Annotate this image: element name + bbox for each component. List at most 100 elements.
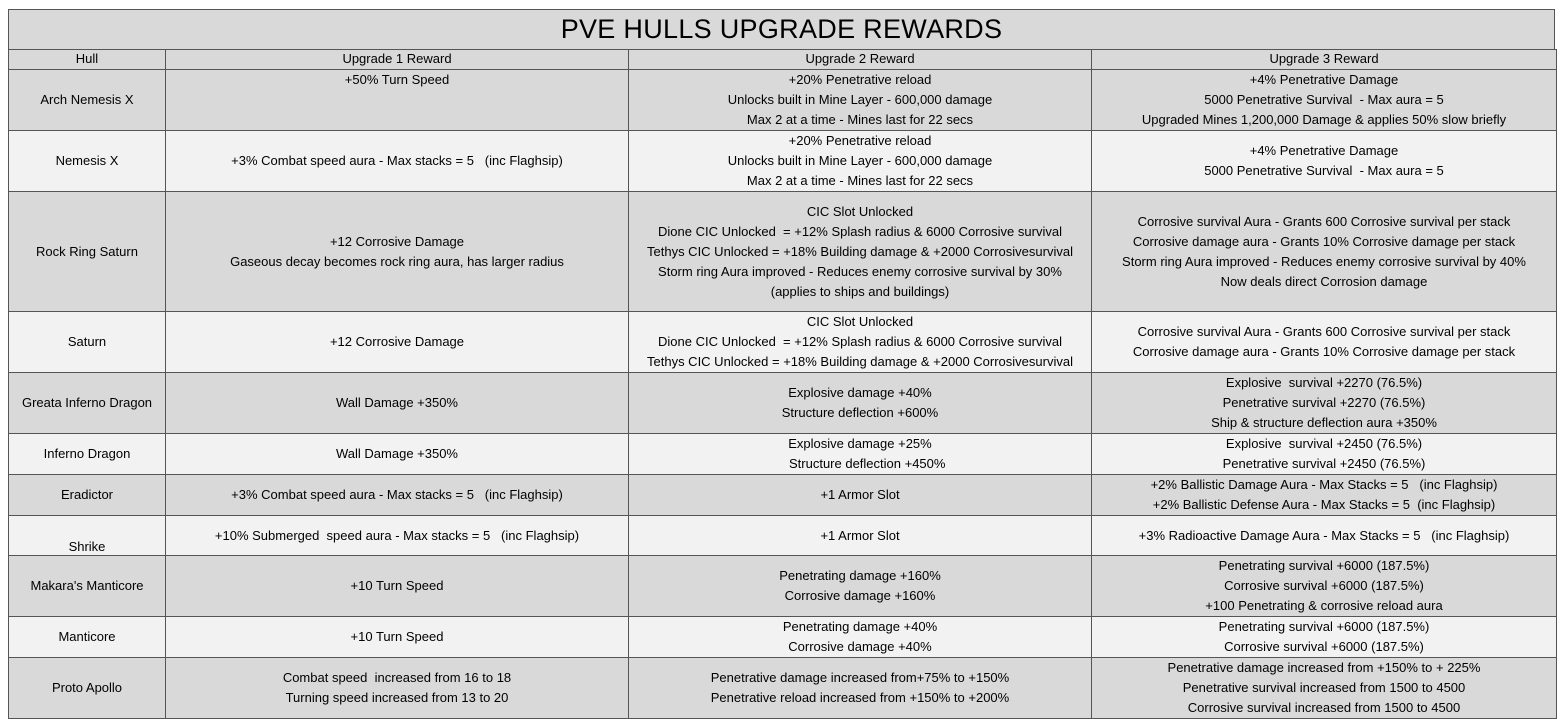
reward-line: Dione CIC Unlocked = +12% Splash radius … bbox=[658, 334, 1062, 349]
reward-line: Ship & structure deflection aura +350% bbox=[1211, 415, 1437, 430]
reward-line: Now deals direct Corrosion damage bbox=[1220, 273, 1428, 289]
upgrade-1-reward-cell: Combat speed increased from 16 to 18 Turn… bbox=[165, 657, 629, 719]
hull-name-cell: Shrike bbox=[8, 515, 166, 556]
reward-line: +20% Penetrative reload bbox=[788, 72, 932, 87]
reward-line: Explosive survival +2450 (76.5%) bbox=[1225, 436, 1423, 451]
upgrade-2-reward-cell: +20% Penetrative reload Unlocks built in … bbox=[628, 69, 1092, 131]
table-row: Shrike +10% Submerged speed aura - Max st… bbox=[8, 515, 1557, 556]
table-row: Makara's Manticore +10 Turn Speed Penetrat… bbox=[8, 555, 1557, 617]
reward-line: Corrosive survival Aura - Grants 600 Cor… bbox=[1137, 213, 1511, 229]
upgrade-1-reward-cell: +10 Turn Speed bbox=[165, 616, 629, 658]
reward-line: Corrosive survival increased from 1500 t… bbox=[1187, 700, 1461, 715]
reward-line: Penetrative survival +2270 (76.5%) bbox=[1222, 395, 1426, 410]
reward-line: Dione CIC Unlocked = +12% Splash radius … bbox=[658, 223, 1062, 239]
reward-line: Tethys CIC Unlocked = +18% Building dama… bbox=[647, 243, 1073, 259]
reward-line: 5000 Penetrative Survival - Max aura = 5 bbox=[1204, 163, 1444, 178]
reward-line: +1 Armor Slot bbox=[820, 527, 900, 543]
reward-line: Explosive survival +2270 (76.5%) bbox=[1225, 375, 1423, 390]
reward-line: Wall Damage +350% bbox=[336, 395, 458, 410]
reward-line: Penetrating survival +6000 (187.5%) bbox=[1218, 558, 1430, 573]
reward-line: +20% Penetrative reload bbox=[788, 133, 932, 148]
header-upgrade-1: Upgrade 1 Reward bbox=[165, 49, 629, 70]
hull-name-cell: Eradictor bbox=[8, 474, 166, 516]
reward-line: +3% Combat speed aura - Max stacks = 5 (… bbox=[231, 487, 563, 502]
reward-line: Penetrating damage +40% bbox=[782, 619, 938, 634]
hull-name-cell: Rock Ring Saturn bbox=[8, 191, 166, 312]
upgrade-3-reward-cell: Corrosive survival Aura - Grants 600 Cor… bbox=[1091, 191, 1557, 312]
upgrade-3-reward-cell: Explosive survival +2450 (76.5%) Penetrat… bbox=[1091, 433, 1557, 475]
upgrade-3-reward-cell: +2% Ballistic Damage Aura - Max Stacks =… bbox=[1091, 474, 1557, 516]
table-row: Arch Nemesis X +50% Turn Speed +20% Penetr… bbox=[8, 69, 1557, 131]
upgrade-3-reward-cell: Corrosive survival Aura - Grants 600 Cor… bbox=[1091, 311, 1557, 373]
reward-line: +100 Penetrating & corrosive reload aura bbox=[1205, 598, 1443, 613]
upgrade-1-reward-cell: +12 Corrosive Damage bbox=[165, 311, 629, 373]
upgrade-3-reward-cell: +4% Penetrative Damage 5000 Penetrative S… bbox=[1091, 130, 1557, 192]
reward-line: Explosive damage +40% bbox=[788, 385, 932, 400]
header-row: Hull Upgrade 1 Reward Upgrade 2 Reward U… bbox=[8, 49, 1557, 70]
upgrade-2-reward-cell: +20% Penetrative reload Unlocks built in … bbox=[628, 130, 1092, 192]
reward-line: Penetrating survival +6000 (187.5%) bbox=[1218, 619, 1430, 634]
reward-line: Penetrative damage increased from +150% … bbox=[1167, 660, 1481, 675]
reward-line: CIC Slot Unlocked bbox=[806, 314, 914, 329]
reward-line: Penetrative survival increased from 1500… bbox=[1182, 680, 1466, 695]
upgrade-3-reward-cell: Explosive survival +2270 (76.5%) Penetrat… bbox=[1091, 372, 1557, 434]
upgrade-2-reward-cell: CIC Slot Unlocked Dione CIC Unlocked = +1… bbox=[628, 311, 1092, 373]
upgrade-2-reward-cell: CIC Slot Unlocked Dione CIC Unlocked = +1… bbox=[628, 191, 1092, 312]
hull-name-cell: Manticore bbox=[8, 616, 166, 658]
upgrade-1-reward-cell: +3% Combat speed aura - Max stacks = 5 (… bbox=[165, 130, 629, 192]
reward-line: (applies to ships and buildings) bbox=[770, 283, 950, 299]
reward-line: Structure deflection +450% bbox=[774, 456, 946, 471]
reward-line: Corrosive damage +40% bbox=[788, 639, 932, 654]
table-row: Saturn +12 Corrosive Damage CIC Slot Unloc… bbox=[8, 311, 1557, 373]
reward-line: +1 Armor Slot bbox=[820, 487, 900, 502]
reward-line: Max 2 at a time - Mines last for 22 secs bbox=[746, 173, 974, 188]
upgrade-1-reward-cell: +3% Combat speed aura - Max stacks = 5 (… bbox=[165, 474, 629, 516]
reward-line: Unlocks built in Mine Layer - 600,000 da… bbox=[727, 153, 993, 168]
upgrade-3-reward-cell: +4% Penetrative Damage 5000 Penetrative S… bbox=[1091, 69, 1557, 131]
header-upgrade-2: Upgrade 2 Reward bbox=[628, 49, 1092, 70]
reward-line: 5000 Penetrative Survival - Max aura = 5 bbox=[1204, 92, 1444, 107]
reward-line: +3% Combat speed aura - Max stacks = 5 (… bbox=[231, 153, 563, 168]
hull-name-cell: Saturn bbox=[8, 311, 166, 373]
reward-line: Tethys CIC Unlocked = +18% Building dama… bbox=[647, 354, 1073, 369]
reward-line: Corrosive survival Aura - Grants 600 Cor… bbox=[1137, 324, 1511, 339]
reward-line: Upgraded Mines 1,200,000 Damage & applie… bbox=[1141, 112, 1507, 127]
table-row: Eradictor +3% Combat speed aura - Max sta… bbox=[8, 474, 1557, 516]
upgrade-1-reward-cell: +12 Corrosive Damage Gaseous decay become… bbox=[165, 191, 629, 312]
upgrade-1-reward-cell: Wall Damage +350% bbox=[165, 433, 629, 475]
reward-line: Wall Damage +350% bbox=[336, 446, 458, 461]
reward-line: +4% Penetrative Damage bbox=[1249, 143, 1399, 158]
table-row: Inferno Dragon Wall Damage +350% Explosive… bbox=[8, 433, 1557, 475]
hull-name-cell: Arch Nemesis X bbox=[8, 69, 166, 131]
reward-line: +10% Submerged speed aura - Max stacks =… bbox=[214, 527, 580, 543]
reward-line: Corrosive survival +6000 (187.5%) bbox=[1224, 578, 1424, 593]
hull-name-cell: Nemesis X bbox=[8, 130, 166, 192]
upgrade-3-reward-cell: Penetrative damage increased from +150% … bbox=[1091, 657, 1557, 719]
reward-line: Storm ring Aura improved - Reduces enemy… bbox=[1122, 253, 1526, 269]
upgrade-3-reward-cell: +3% Radioactive Damage Aura - Max Stacks… bbox=[1091, 515, 1557, 556]
reward-line: +12 Corrosive Damage bbox=[329, 334, 465, 349]
reward-line: +10 Turn Speed bbox=[350, 629, 444, 644]
reward-line: +2% Ballistic Damage Aura - Max Stacks =… bbox=[1150, 477, 1498, 492]
reward-line: Corrosive damage aura - Grants 10% Corro… bbox=[1132, 233, 1516, 249]
reward-line: CIC Slot Unlocked bbox=[806, 203, 914, 219]
reward-line: +4% Penetrative Damage bbox=[1249, 72, 1399, 87]
spreadsheet: PVE HULLS UPGRADE REWARDS Hull Upgrade 1… bbox=[8, 9, 1557, 719]
reward-line: Max 2 at a time - Mines last for 22 secs bbox=[746, 112, 974, 127]
reward-line: Combat speed increased from 16 to 18 bbox=[282, 670, 512, 685]
reward-line: Explosive damage +25% bbox=[788, 436, 932, 451]
reward-line: Corrosive damage aura - Grants 10% Corro… bbox=[1132, 344, 1516, 359]
reward-line: Unlocks built in Mine Layer - 600,000 da… bbox=[727, 92, 993, 107]
reward-line: +12 Corrosive Damage bbox=[329, 233, 465, 249]
reward-line: Structure deflection +600% bbox=[781, 405, 939, 420]
table-row: Proto Apollo Combat speed increased from … bbox=[8, 657, 1557, 719]
upgrade-2-reward-cell: Penetrating damage +40% Corrosive damage … bbox=[628, 616, 1092, 658]
reward-line: Penetrative damage increased from+75% to… bbox=[710, 670, 1010, 685]
reward-line: Penetrative reload increased from +150% … bbox=[710, 690, 1010, 705]
reward-line: +50% Turn Speed bbox=[344, 72, 450, 87]
reward-line: Penetrating damage +160% bbox=[779, 568, 941, 583]
hull-name-cell: Greata Inferno Dragon bbox=[8, 372, 166, 434]
reward-line: Corrosive survival +6000 (187.5%) bbox=[1224, 639, 1424, 654]
upgrade-1-reward-cell: +10 Turn Speed bbox=[165, 555, 629, 617]
reward-line: Corrosive damage +160% bbox=[784, 588, 936, 603]
